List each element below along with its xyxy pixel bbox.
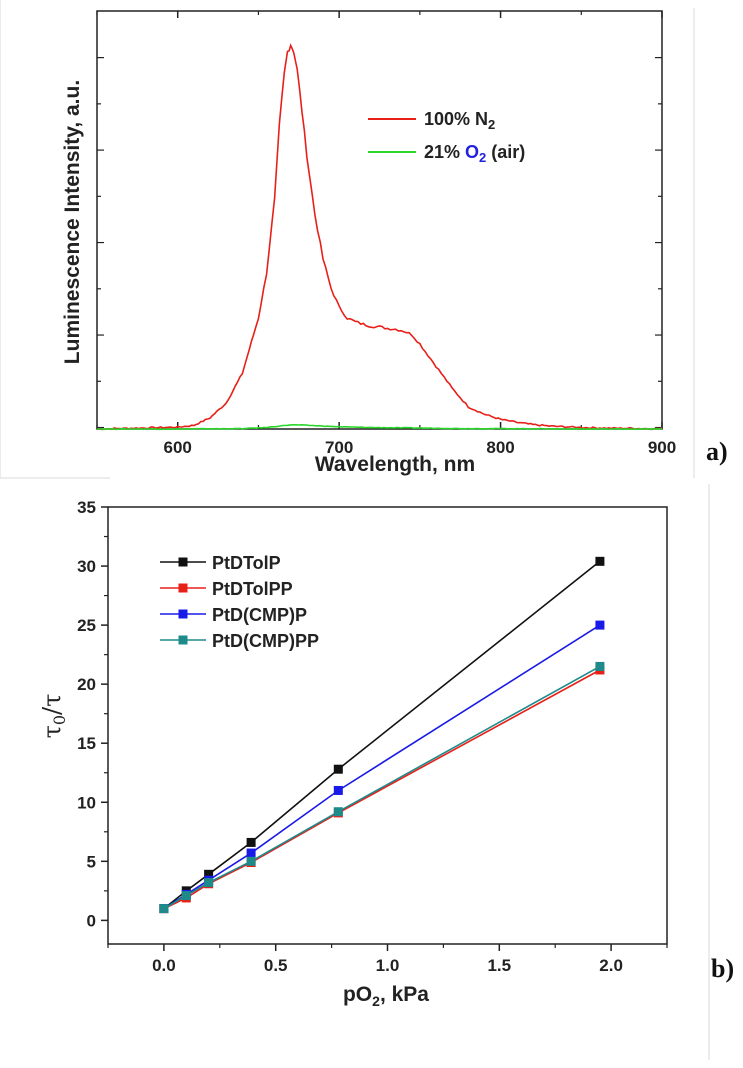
plot-b-ytick-label: 20 [77, 675, 96, 694]
legend-swatch-marker [178, 635, 188, 645]
plot-b-xtick-label: 2.0 [599, 956, 623, 975]
plot-b-xtick-label: 1.0 [376, 956, 400, 975]
plot-b-legend: PtDTolP PtDTolPP PtD(CMP)P PtD(CMP)PP [160, 553, 319, 651]
plot-b-ytick-label: 25 [77, 616, 96, 635]
plot-b-ytick-label: 35 [77, 498, 96, 517]
plot-a-series-line [96, 423, 662, 431]
plot-b-ytick-label: 15 [77, 734, 96, 753]
plot-a-xlabel: Wavelength, nm [315, 453, 475, 476]
plot-b-xtick-label: 1.5 [487, 956, 511, 975]
plot-a-legend: 100% N2 21% O2 (air) [368, 109, 525, 165]
plot-b-marker [204, 878, 214, 888]
plot-b-marker [595, 661, 605, 671]
plot-b-marker [595, 620, 605, 630]
panel-label-a: a) [706, 437, 728, 466]
plot-b-marker [181, 891, 191, 901]
plot-b-ylabel: τ0/τ [38, 694, 69, 739]
plot-b-frame [107, 506, 668, 945]
plot-b-marker [595, 556, 605, 566]
plot-b-marker [159, 904, 169, 914]
plot-a-xtick-label: 800 [486, 438, 514, 457]
plot-a-xtick-label: 700 [325, 438, 353, 457]
plot-b-marker [333, 807, 343, 817]
plot-b-series [159, 556, 605, 914]
plot-b-ytick-label: 0 [87, 911, 96, 930]
plot-b-ticks: 0.0 0.5 1.0 1.5 2.0 0 5 10 15 20 25 30 35 [77, 498, 668, 975]
panel-label-b: b) [711, 954, 734, 983]
legend-label: PtD(CMP)PP [212, 631, 319, 651]
plot-a-series [96, 43, 663, 431]
plot-b-series-line [163, 665, 601, 910]
plot-b-xtick-label: 0.5 [264, 956, 288, 975]
plot-b-marker [246, 837, 256, 847]
plot-a-ticks: 600 700 800 900 [96, 11, 676, 457]
plot-b-marker [204, 869, 214, 879]
plot-b-ytick-label: 5 [87, 852, 96, 871]
plot-b-xlabel: pO2, kPa [343, 983, 429, 1009]
legend-swatch-marker [178, 583, 188, 593]
plot-b-ytick-label: 10 [77, 793, 96, 812]
plot-b-ytick-label: 30 [77, 557, 96, 576]
panel-a-spectrum: 600 700 800 900 100% N2 21% O2 (air) Wavele… [61, 10, 728, 476]
legend-swatch-marker [178, 609, 188, 619]
legend-label-o2: 21% O2 (air) [424, 142, 525, 165]
legend-label: PtD(CMP)P [212, 605, 307, 625]
plot-b-marker [246, 856, 256, 866]
legend-label-n2: 100% N2 [424, 109, 495, 132]
plot-a-ylabel: Luminescence Intensity, a.u. [61, 80, 84, 364]
plot-b-marker [333, 764, 343, 774]
legend-swatch-marker [178, 557, 188, 567]
plot-a-series-line [96, 43, 663, 431]
plot-b-marker [246, 848, 256, 858]
plot-a-frame [96, 10, 663, 430]
plot-b-xtick-label: 0.0 [152, 956, 176, 975]
plot-b-marker [333, 785, 343, 795]
plot-a-xtick-label: 600 [164, 438, 192, 457]
plot-b-series-line [163, 624, 601, 910]
legend-label: PtDTolPP [212, 579, 293, 599]
plot-a-xtick-label: 900 [648, 438, 676, 457]
legend-label: PtDTolP [212, 553, 281, 573]
